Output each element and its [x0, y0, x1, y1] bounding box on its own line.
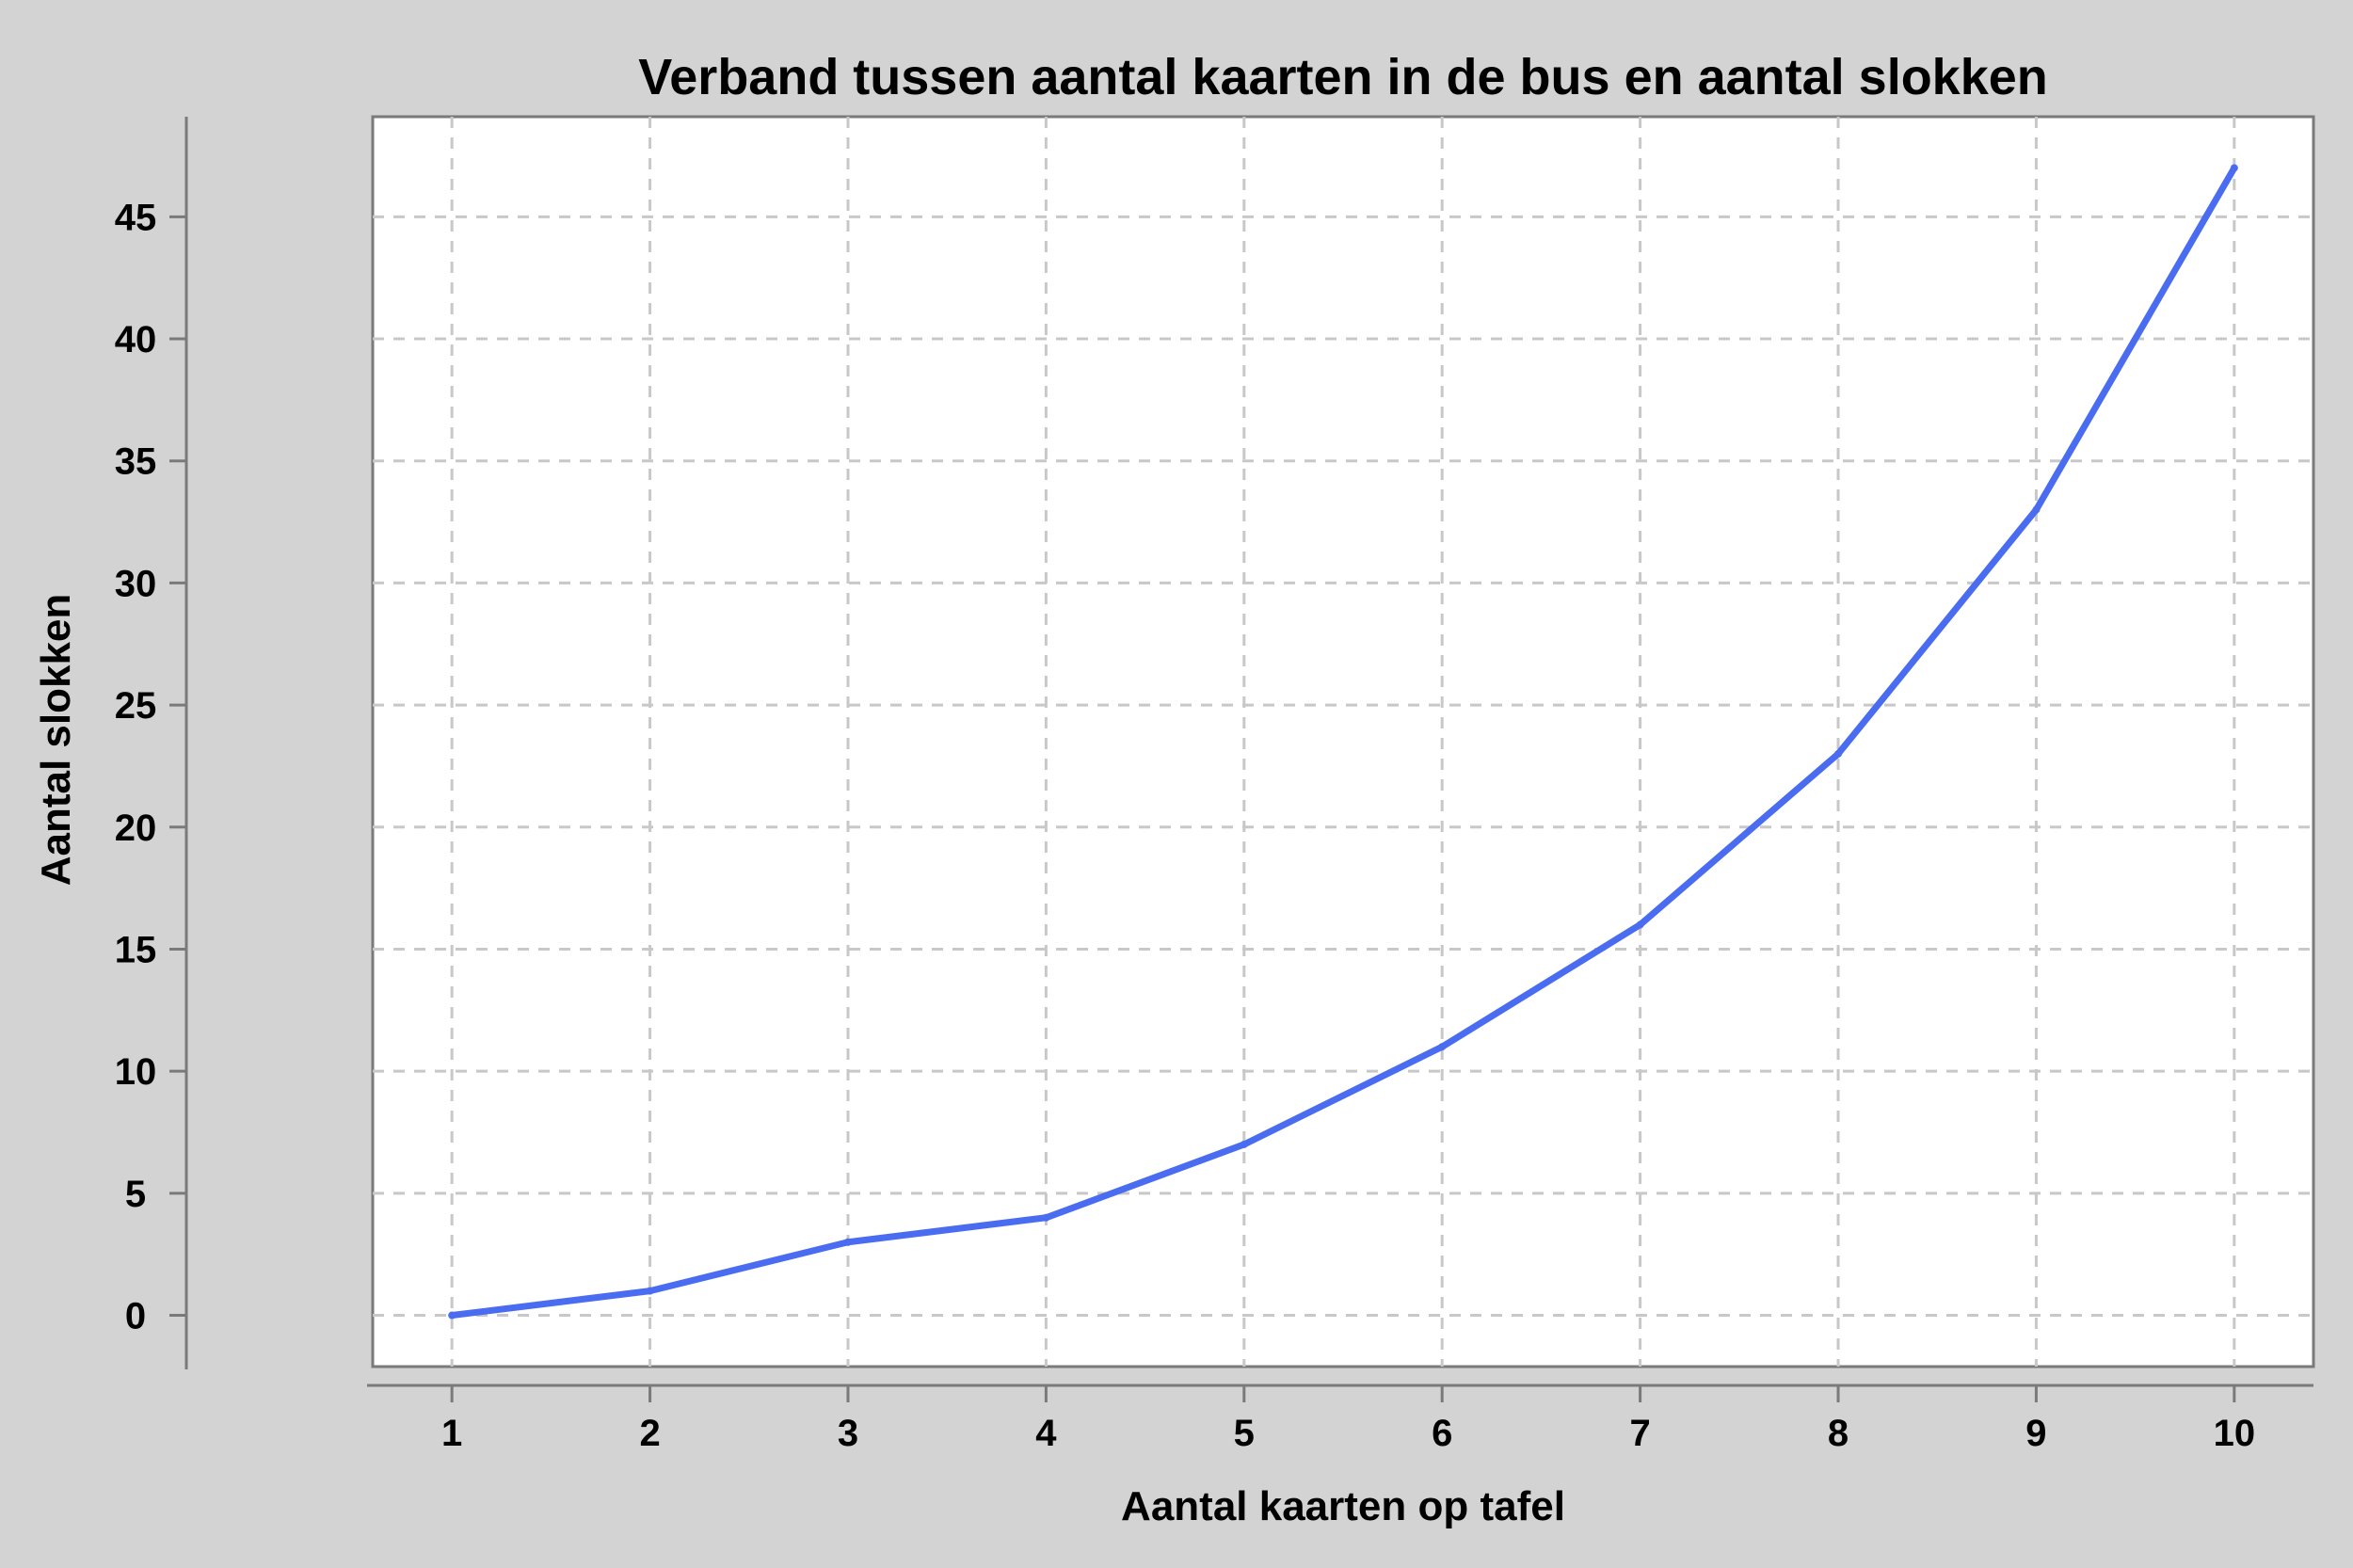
x-tick-label: 7: [1629, 1413, 1650, 1454]
y-ticks: 0 5 10 15 20 25 30 35 40 45: [115, 197, 186, 1337]
x-tick-label: 2: [639, 1413, 660, 1454]
y-tick-label: 35: [115, 441, 157, 483]
x-tick-label: 9: [2025, 1413, 2046, 1454]
data-point: [1636, 920, 1644, 929]
y-tick-label: 45: [115, 197, 157, 238]
y-axis-label: Aantal slokken: [33, 594, 79, 887]
x-tick-label: 10: [2214, 1413, 2256, 1454]
data-point: [843, 1238, 852, 1246]
x-axis-label: Aantal kaarten op tafel: [1121, 1483, 1565, 1529]
x-tick-label: 8: [1828, 1413, 1849, 1454]
y-tick-label: 0: [125, 1296, 146, 1337]
data-point: [1438, 1043, 1447, 1051]
x-tick-label: 4: [1035, 1413, 1057, 1454]
data-point: [646, 1287, 654, 1295]
x-ticks: 1 2 3 4 5 6 7 8 9 10: [441, 1385, 2255, 1454]
y-tick-label: 30: [115, 563, 157, 604]
data-point: [2230, 164, 2238, 172]
data-point: [2032, 505, 2041, 514]
y-tick-label: 25: [115, 685, 157, 727]
y-tick-label: 15: [115, 929, 157, 970]
data-point: [448, 1311, 456, 1320]
y-tick-label: 5: [125, 1174, 146, 1215]
data-point: [1834, 749, 1843, 758]
y-tick-label: 10: [115, 1051, 157, 1093]
chart-title: Verband tussen aantal kaarten in de bus …: [638, 49, 2048, 105]
plot-area: [371, 115, 2315, 1368]
data-point: [1042, 1213, 1050, 1222]
data-point: [1240, 1140, 1248, 1148]
y-tick-label: 20: [115, 808, 157, 849]
x-tick-label: 5: [1234, 1413, 1255, 1454]
grid: [373, 117, 2313, 1367]
x-tick-label: 3: [838, 1413, 858, 1454]
y-tick-label: 40: [115, 319, 157, 360]
series-line: [448, 164, 2238, 1320]
x-tick-label: 1: [441, 1413, 462, 1454]
x-tick-label: 6: [1432, 1413, 1452, 1454]
data-points: [448, 164, 2238, 1320]
